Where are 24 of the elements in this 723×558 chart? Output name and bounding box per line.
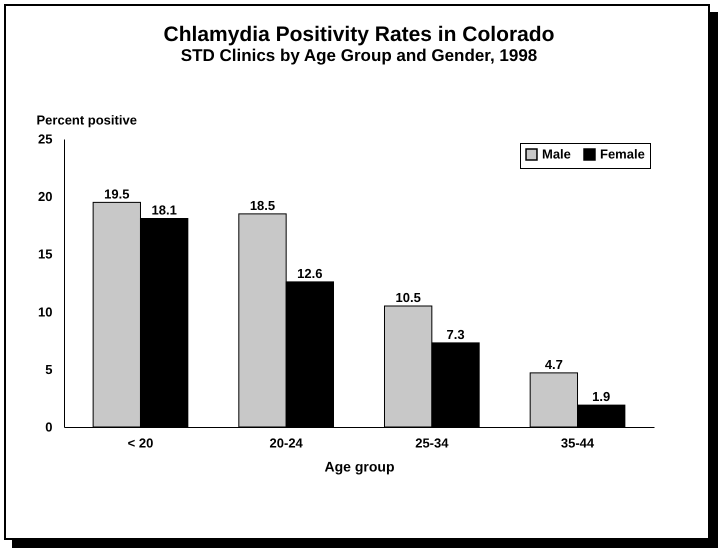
- x-tick-label: 20-24: [270, 436, 304, 450]
- data-label: 7.3: [446, 326, 465, 342]
- chart-title: Chlamydia Positivity Rates in Colorado: [164, 23, 554, 46]
- data-label: 18.1: [152, 202, 177, 218]
- chart-subtitle: STD Clinics by Age Group and Gender, 1998: [180, 46, 538, 65]
- y-tick-label: 10: [38, 304, 52, 320]
- y-tick-label: 5: [45, 362, 52, 377]
- x-tick-label: < 20: [128, 436, 154, 450]
- x-axis-title: Age group: [324, 458, 394, 474]
- y-tick-label: 0: [45, 420, 52, 434]
- data-label: 12.6: [297, 266, 322, 281]
- legend-label: Male: [542, 146, 571, 162]
- y-tick-label: 15: [38, 246, 52, 262]
- y-tick-label: 25: [38, 132, 52, 146]
- y-tick-label: 20: [38, 189, 52, 204]
- data-label: 1.9: [592, 389, 610, 404]
- x-tick-label: 25-34: [415, 436, 450, 450]
- data-label: 4.7: [544, 356, 563, 372]
- data-label: 18.5: [250, 198, 276, 213]
- y-axis-title: Percent positive: [36, 112, 137, 128]
- x-tick-label: 35-44: [560, 436, 595, 450]
- data-label: 19.5: [104, 186, 130, 202]
- legend-label: Female: [600, 146, 645, 162]
- data-label: 10.5: [396, 290, 421, 306]
